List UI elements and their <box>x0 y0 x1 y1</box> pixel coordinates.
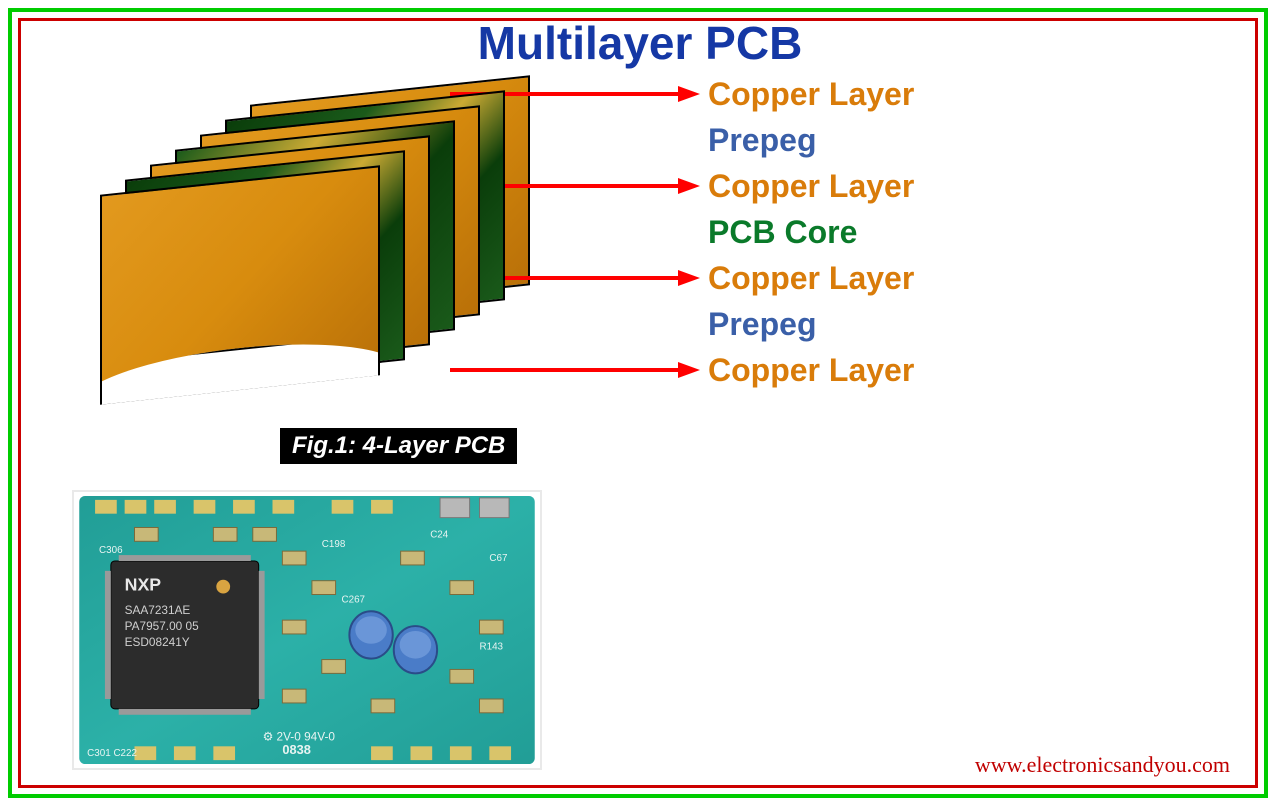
layer-row-0: Copper Layer <box>450 73 914 115</box>
layer-row-3: PCB Core <box>450 211 857 253</box>
chip-line3: ESD08241Y <box>125 635 190 649</box>
board-marking-2: 0838 <box>282 742 310 757</box>
layer-row-6: Copper Layer <box>450 349 914 391</box>
svg-text:R143: R143 <box>480 642 504 653</box>
front-layer-cutaway <box>102 333 378 404</box>
svg-text:C267: C267 <box>342 594 366 605</box>
layer-label-0: Copper Layer <box>708 76 914 113</box>
pcb-photo-svg: NXP SAA7231AE PA7957.00 05 ESD08241Y <box>74 492 540 768</box>
arrow-icon <box>450 355 700 385</box>
svg-text:C198: C198 <box>322 539 346 550</box>
pcb-photo: NXP SAA7231AE PA7957.00 05 ESD08241Y <box>72 490 542 770</box>
layer-row-4: Copper Layer <box>450 257 914 299</box>
layer-stack <box>100 90 550 450</box>
layer-label-1: Prepeg <box>708 122 816 159</box>
page-title: Multilayer PCB <box>0 16 1280 70</box>
svg-text:C24: C24 <box>430 529 449 540</box>
chip-line2: PA7957.00 05 <box>125 619 199 633</box>
svg-text:C301 C222: C301 C222 <box>87 748 137 759</box>
layer-label-5: Prepeg <box>708 306 816 343</box>
layer-row-5: Prepeg <box>450 303 816 345</box>
chip-brand: NXP <box>125 575 162 595</box>
layer-label-6: Copper Layer <box>708 352 914 389</box>
arrow-spacer <box>450 309 700 339</box>
chip-line1: SAA7231AE <box>125 603 191 617</box>
layer-row-2: Copper Layer <box>450 165 914 207</box>
credit-link: www.electronicsandyou.com <box>975 752 1230 778</box>
chip-pin1-dot <box>216 580 230 594</box>
figure-caption: Fig.1: 4-Layer PCB <box>280 428 517 464</box>
layer-copper-front <box>100 165 380 404</box>
layer-label-2: Copper Layer <box>708 168 914 205</box>
svg-text:C67: C67 <box>489 553 507 564</box>
svg-text:C306: C306 <box>99 545 123 556</box>
layer-label-4: Copper Layer <box>708 260 914 297</box>
layer-label-3: PCB Core <box>708 214 857 251</box>
